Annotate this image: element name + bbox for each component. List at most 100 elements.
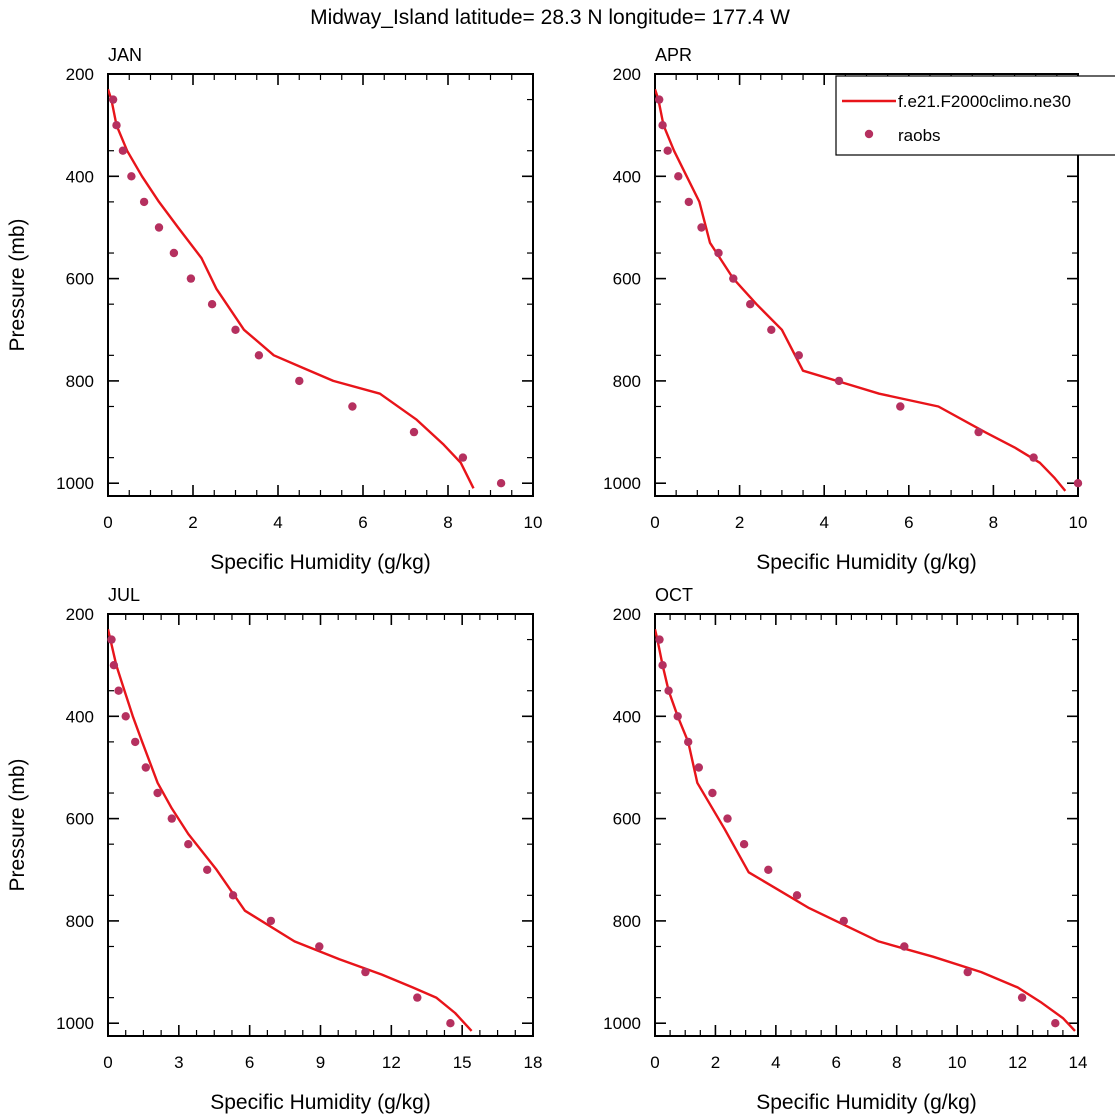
raobs-point [834, 376, 844, 386]
raobs-point [963, 967, 972, 977]
raobs-point [900, 942, 909, 951]
raobs-point [674, 172, 683, 181]
raobs-point [673, 712, 682, 721]
x-tick-label: 2 [188, 513, 197, 532]
panel-oct: 0 2 4 6 8 10 12 14 200 400 600 800 1000 OCT Specific H… [603, 585, 1087, 1114]
raobs-point [446, 1019, 455, 1028]
raobs-point [131, 737, 140, 747]
raobs-point [254, 351, 264, 360]
raobs-point [663, 146, 672, 155]
raobs-point [413, 993, 422, 1002]
raobs-point [708, 788, 717, 798]
panel-label: JUL [108, 585, 140, 605]
raobs-point [231, 325, 240, 334]
raobs-point [109, 661, 119, 670]
y-tick-label: 600 [66, 810, 94, 829]
y-tick-label: 400 [613, 707, 641, 726]
raobs-point [839, 916, 848, 926]
raobs-point [792, 891, 802, 900]
x-axis-label: Specific Humidity (g/kg) [756, 551, 977, 574]
x-axis-label: Specific Humidity (g/kg) [210, 551, 431, 574]
x-tick-label: 2 [711, 1053, 720, 1072]
raobs-point [664, 686, 673, 695]
x-tick-label: 6 [245, 1053, 254, 1072]
plot-frame [107, 73, 534, 497]
x-tick-label: 0 [103, 1053, 112, 1072]
y-axis-label: Pressure (mb) [6, 218, 29, 351]
y-tick-label: 600 [613, 810, 641, 829]
raobs-point [207, 300, 217, 309]
x-tick-label: 6 [358, 513, 367, 532]
legend: f.e21.F2000climo.ne30 raobs [835, 75, 1115, 156]
x-axis-label: Specific Humidity (g/kg) [210, 1091, 431, 1114]
raobs-point [496, 479, 506, 488]
raobs-point [458, 453, 468, 462]
raobs-point [1017, 993, 1027, 1002]
raobs-point [729, 274, 738, 283]
x-tick-label: 15 [453, 1053, 472, 1072]
raobs-point [186, 274, 196, 283]
plot-frame [107, 613, 534, 1037]
raobs-point [139, 197, 149, 207]
raobs-point [361, 967, 370, 977]
raobs-point [108, 95, 118, 104]
y-tick-label: 1000 [56, 1014, 94, 1033]
y-tick-label: 800 [613, 912, 641, 931]
raobs-point [767, 325, 776, 334]
raobs-point [121, 712, 130, 721]
raobs-point [167, 814, 176, 823]
panel-jan: 0 2 4 6 8 10 200 400 600 800 1000 JAN Specific Humid… [6, 45, 542, 574]
raobs-point [315, 942, 324, 951]
legend-obs-swatch [864, 129, 874, 139]
x-tick-label: 6 [904, 513, 913, 532]
y-tick-label: 1000 [603, 474, 641, 493]
y-tick-label: 1000 [603, 1014, 641, 1033]
plot-frame [654, 613, 1079, 1037]
model-line [108, 629, 473, 1032]
x-tick-label: 9 [316, 1053, 325, 1072]
raobs-point [655, 635, 664, 644]
raobs-point [141, 763, 150, 772]
raobs-point [266, 916, 276, 926]
raobs-point [348, 402, 357, 411]
raobs-point [974, 427, 983, 437]
model-line [655, 629, 1076, 1032]
x-tick-label: 2 [735, 513, 744, 532]
legend-obs-label: raobs [898, 126, 941, 145]
x-tick-label: 10 [948, 1053, 967, 1072]
raobs-point [169, 248, 179, 258]
raobs-point [184, 840, 193, 849]
main-title: Midway_Island latitude= 28.3 N longitude… [310, 6, 790, 29]
x-tick-label: 6 [832, 1053, 841, 1072]
raobs-point [1051, 1019, 1060, 1028]
y-tick-label: 200 [66, 65, 94, 84]
raobs-point [295, 376, 304, 386]
raobs-point [684, 737, 693, 747]
raobs-point [794, 351, 803, 360]
x-tick-label: 8 [989, 513, 998, 532]
y-tick-label: 800 [613, 372, 641, 391]
model-line [108, 88, 475, 489]
y-tick-label: 200 [613, 65, 641, 84]
y-tick-label: 200 [66, 605, 94, 624]
y-tick-label: 400 [66, 707, 94, 726]
raobs-point [118, 146, 128, 155]
x-tick-label: 8 [443, 513, 452, 532]
x-tick-label: 0 [650, 513, 659, 532]
panel-label: APR [655, 45, 692, 65]
y-tick-label: 200 [613, 605, 641, 624]
y-tick-label: 800 [66, 912, 94, 931]
x-tick-label: 18 [524, 1053, 543, 1072]
y-tick-label: 600 [613, 270, 641, 289]
y-tick-label: 800 [66, 372, 94, 391]
x-tick-label: 10 [1069, 513, 1088, 532]
raobs-point [739, 840, 749, 849]
panel-jul: 0 3 6 9 12 15 18 200 400 600 800 1000 JUL Specific Hu… [6, 585, 542, 1114]
raobs-point [658, 661, 667, 670]
raobs-point [746, 300, 755, 309]
raobs-point [409, 427, 419, 437]
x-tick-label: 8 [892, 1053, 901, 1072]
x-tick-label: 0 [103, 513, 112, 532]
